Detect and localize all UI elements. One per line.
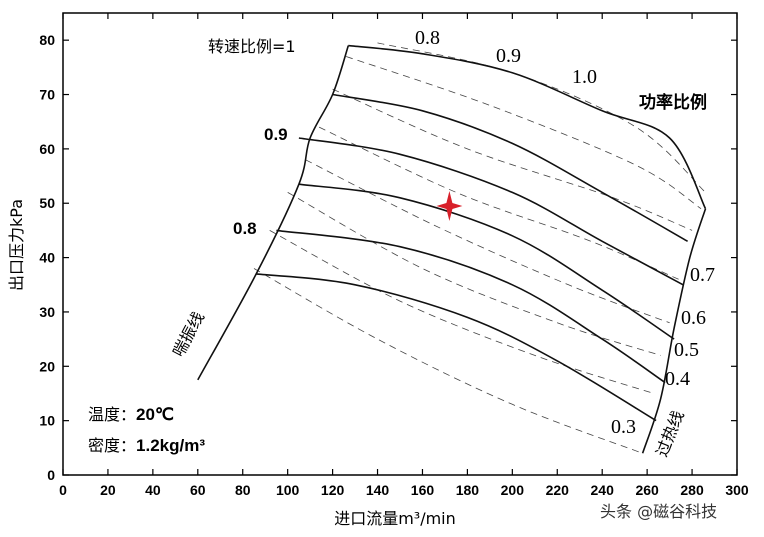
temperature-note: 温度：20℃	[88, 405, 174, 424]
surge-line-label: 喘振线	[169, 309, 208, 360]
speed-line-09	[332, 93, 688, 242]
density-note: 密度：1.2kg/m³	[88, 436, 205, 455]
speed-line-06	[276, 229, 666, 384]
x-tick-label: 60	[190, 482, 206, 498]
y-axis-title-text: 出口压力kPa	[7, 199, 26, 291]
surge-line	[197, 45, 350, 381]
power-line-06	[305, 159, 670, 324]
x-tick-label: 100	[276, 482, 300, 498]
speed-ratio-08-label: 0.8	[233, 219, 257, 238]
power-label-05: 0.5	[674, 339, 699, 361]
plot-frame	[62, 12, 738, 476]
y-tick-label: 80	[39, 32, 55, 48]
y-tick-label: 50	[39, 195, 55, 211]
choke-line	[641, 208, 707, 454]
speed-ratio-09-label: 0.9	[264, 125, 288, 144]
x-tick-label: 0	[59, 482, 67, 498]
x-tick-label: 260	[635, 482, 659, 498]
speed-line-10	[348, 44, 707, 210]
watermark: 头条 @磁谷科技	[600, 502, 717, 521]
density-value: 1.2kg/m³	[136, 436, 205, 455]
y-tick-label: 10	[39, 413, 55, 429]
x-tick-label: 20	[100, 482, 116, 498]
power-label-09: 0.9	[496, 45, 521, 67]
choke-line-label: 过热线	[652, 408, 688, 460]
x-tick-label: 240	[591, 482, 615, 498]
x-tick-label: 280	[680, 482, 704, 498]
y-tick-label: 0	[47, 467, 55, 483]
power-line-09	[345, 56, 702, 210]
x-axis-title-text: 进口流量m³/min	[334, 509, 456, 528]
power-line-10	[377, 42, 706, 193]
y-axis-title: 出口压力kPa	[7, 199, 26, 291]
speed-line-05	[256, 273, 657, 422]
speed-ratio-title: 转速比例=1	[208, 37, 296, 56]
y-tick-label: 30	[39, 304, 55, 320]
power-label-06: 0.6	[681, 307, 706, 329]
design-point-star-icon	[436, 191, 463, 221]
power-label-08: 0.8	[415, 27, 440, 49]
density-label: 密度：	[88, 436, 136, 455]
speed-lines	[256, 44, 707, 422]
power-line-04	[269, 230, 655, 394]
power-ratio-title: 功率比例	[639, 92, 707, 112]
power-line-03	[253, 268, 643, 454]
x-axis-title: 进口流量m³/min	[334, 509, 456, 528]
temperature-label: 温度：	[88, 405, 136, 424]
y-tick-label: 70	[39, 87, 55, 103]
power-line-05	[287, 192, 661, 356]
y-tick-label: 60	[39, 141, 55, 157]
power-label-04: 0.4	[665, 368, 690, 390]
x-tick-label: 80	[235, 482, 251, 498]
power-label-03: 0.3	[611, 416, 636, 438]
design-point	[436, 191, 463, 221]
speed-line-08	[298, 137, 684, 286]
x-tick-label: 140	[366, 482, 390, 498]
boundary-lines	[197, 45, 707, 454]
power-line-07	[318, 126, 679, 280]
power-label-10: 1.0	[572, 66, 597, 88]
x-tick-label: 180	[456, 482, 480, 498]
y-tick-label: 40	[39, 250, 55, 266]
temperature-value: 20℃	[136, 405, 174, 424]
y-tick-label: 20	[39, 358, 55, 374]
power-label-07: 0.7	[690, 264, 715, 286]
x-tick-label: 160	[411, 482, 435, 498]
power-lines	[253, 42, 706, 454]
x-tick-label: 120	[321, 482, 345, 498]
speed-line-07	[298, 183, 675, 340]
x-tick-label: 220	[546, 482, 570, 498]
axis-ticks: 0 20 40 60 80 100 120 140 160 180 200 220 240 260 280 3…	[39, 13, 749, 498]
x-tick-label: 300	[725, 482, 749, 498]
x-tick-label: 200	[501, 482, 525, 498]
power-line-08	[332, 88, 693, 231]
x-tick-label: 40	[145, 482, 161, 498]
